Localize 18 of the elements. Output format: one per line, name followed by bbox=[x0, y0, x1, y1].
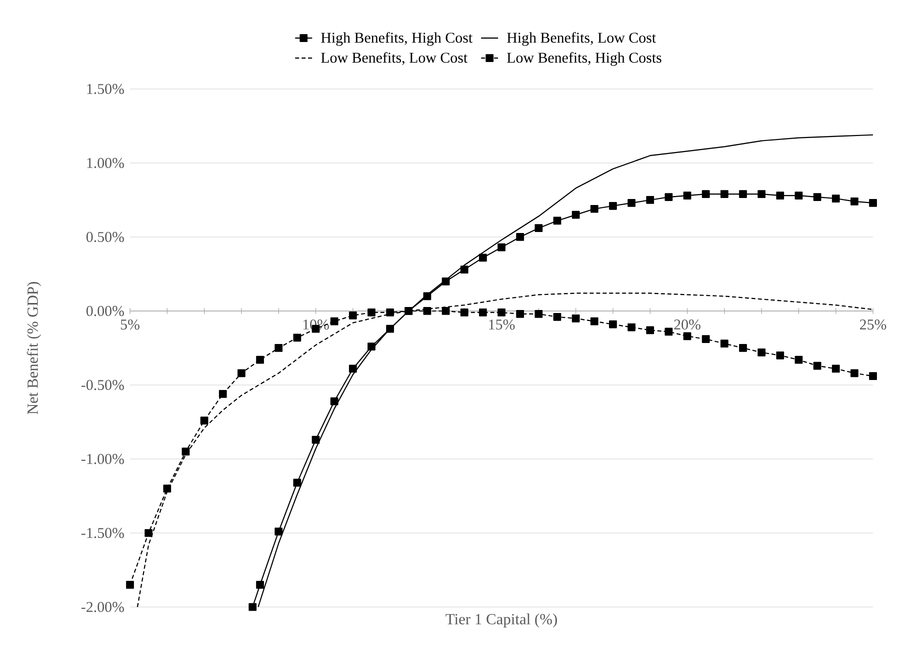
y-tick-label: 0.00% bbox=[86, 306, 124, 316]
x-tick-label: 20% bbox=[674, 320, 700, 330]
x-tick-label: 5% bbox=[120, 320, 140, 330]
legend-label: Low Benefits, Low Cost bbox=[321, 52, 468, 65]
legend-label: Low Benefits, High Costs bbox=[507, 52, 662, 66]
y-axis-title: Net Benefit (% GDP) bbox=[26, 282, 42, 414]
y-tick-label: -1.00% bbox=[81, 454, 124, 464]
y-tick-label: -2.00% bbox=[81, 602, 124, 612]
x-tick-label: 15% bbox=[489, 320, 515, 330]
y-tick-label: -0.50% bbox=[81, 380, 124, 390]
x-axis-title: Tier 1 Capital (%) bbox=[446, 614, 557, 628]
x-tick-label: 25% bbox=[860, 320, 886, 330]
y-tick-label: -1.50% bbox=[81, 528, 124, 538]
legend-label: High Benefits, High Cost bbox=[321, 32, 472, 46]
y-tick-label: 1.50% bbox=[87, 84, 124, 94]
y-tick-label: 0.50% bbox=[86, 232, 124, 242]
legend-label: High Benefits, Low Cost bbox=[507, 32, 656, 46]
y-tick-label: 1.00% bbox=[87, 158, 124, 168]
